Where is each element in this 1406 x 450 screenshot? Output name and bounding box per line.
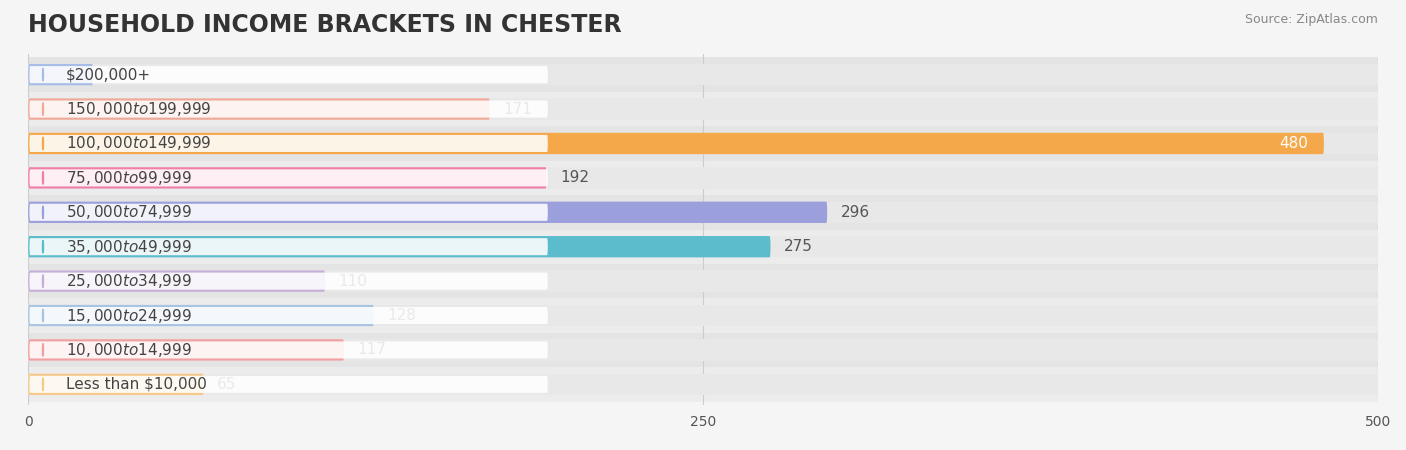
Bar xyxy=(28,264,1378,298)
FancyBboxPatch shape xyxy=(30,342,548,359)
FancyBboxPatch shape xyxy=(28,133,1324,154)
Bar xyxy=(28,99,1378,120)
Bar xyxy=(28,230,1378,264)
Bar xyxy=(28,202,1378,223)
Bar xyxy=(28,167,1378,189)
FancyBboxPatch shape xyxy=(30,169,548,186)
Text: $35,000 to $49,999: $35,000 to $49,999 xyxy=(66,238,191,256)
Text: $200,000+: $200,000+ xyxy=(66,67,150,82)
FancyBboxPatch shape xyxy=(28,167,547,189)
FancyBboxPatch shape xyxy=(30,376,548,393)
Text: 275: 275 xyxy=(785,239,813,254)
Bar xyxy=(28,333,1378,367)
Bar xyxy=(28,195,1378,230)
Text: $25,000 to $34,999: $25,000 to $34,999 xyxy=(66,272,191,290)
Text: $10,000 to $14,999: $10,000 to $14,999 xyxy=(66,341,191,359)
FancyBboxPatch shape xyxy=(30,238,548,255)
FancyBboxPatch shape xyxy=(28,270,325,292)
Text: 128: 128 xyxy=(387,308,416,323)
Bar xyxy=(28,64,1378,86)
Bar xyxy=(28,126,1378,161)
FancyBboxPatch shape xyxy=(30,100,548,117)
FancyBboxPatch shape xyxy=(28,64,93,86)
Bar xyxy=(28,270,1378,292)
Text: $50,000 to $74,999: $50,000 to $74,999 xyxy=(66,203,191,221)
FancyBboxPatch shape xyxy=(28,236,770,257)
FancyBboxPatch shape xyxy=(30,307,548,324)
Text: 24: 24 xyxy=(107,67,125,82)
Bar xyxy=(28,367,1378,401)
Bar xyxy=(28,236,1378,257)
FancyBboxPatch shape xyxy=(30,204,548,221)
FancyBboxPatch shape xyxy=(28,202,827,223)
Bar xyxy=(28,92,1378,126)
Text: $15,000 to $24,999: $15,000 to $24,999 xyxy=(66,306,191,324)
Text: 296: 296 xyxy=(841,205,870,220)
Text: 117: 117 xyxy=(357,342,387,357)
Bar xyxy=(28,298,1378,333)
Text: Less than $10,000: Less than $10,000 xyxy=(66,377,207,392)
FancyBboxPatch shape xyxy=(28,339,344,360)
FancyBboxPatch shape xyxy=(30,273,548,290)
Text: 171: 171 xyxy=(503,102,531,117)
Text: $100,000 to $149,999: $100,000 to $149,999 xyxy=(66,135,211,153)
Text: 110: 110 xyxy=(339,274,367,288)
Bar xyxy=(28,161,1378,195)
Bar xyxy=(28,374,1378,395)
FancyBboxPatch shape xyxy=(28,99,489,120)
FancyBboxPatch shape xyxy=(30,135,548,152)
Text: 192: 192 xyxy=(560,171,589,185)
Bar xyxy=(28,133,1378,154)
FancyBboxPatch shape xyxy=(28,374,204,395)
Text: Source: ZipAtlas.com: Source: ZipAtlas.com xyxy=(1244,14,1378,27)
Bar xyxy=(28,305,1378,326)
Text: 480: 480 xyxy=(1279,136,1308,151)
Text: HOUSEHOLD INCOME BRACKETS IN CHESTER: HOUSEHOLD INCOME BRACKETS IN CHESTER xyxy=(28,14,621,37)
Text: $75,000 to $99,999: $75,000 to $99,999 xyxy=(66,169,191,187)
FancyBboxPatch shape xyxy=(28,305,374,326)
Text: $150,000 to $199,999: $150,000 to $199,999 xyxy=(66,100,211,118)
FancyBboxPatch shape xyxy=(30,66,548,83)
Text: 65: 65 xyxy=(217,377,236,392)
Bar xyxy=(28,58,1378,92)
Bar xyxy=(28,339,1378,360)
